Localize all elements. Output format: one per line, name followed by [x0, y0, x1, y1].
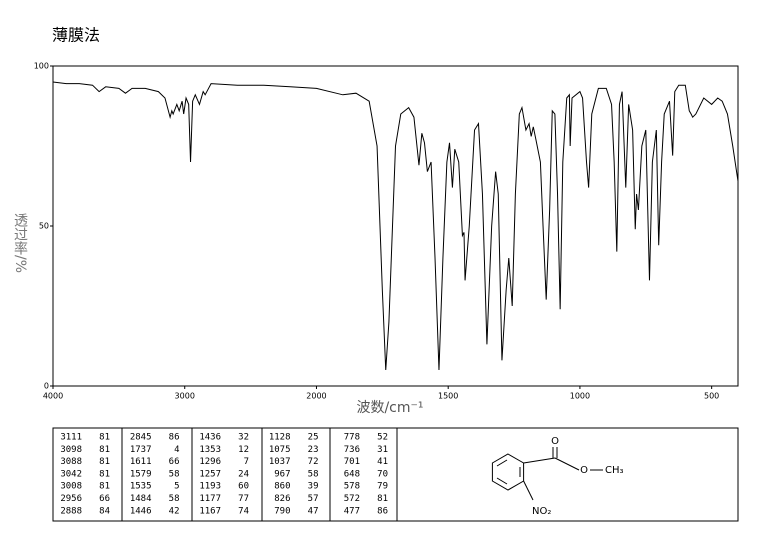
peak-wavenumber: 3042	[60, 469, 82, 479]
x-tick-label: 2000	[306, 392, 326, 401]
x-tick-label: 3000	[175, 392, 195, 401]
atom-label: CH₃	[605, 465, 624, 476]
table-frame	[52, 427, 739, 522]
peak-transmittance: 58	[169, 494, 180, 504]
peak-transmittance: 86	[377, 506, 388, 516]
x-tick-label: 1000	[570, 392, 590, 401]
peak-wavenumber: 1611	[130, 457, 152, 467]
peak-transmittance: 81	[99, 482, 110, 492]
peak-wavenumber: 967	[274, 469, 290, 479]
peak-wavenumber: 1436	[199, 433, 221, 443]
peak-wavenumber: 1167	[199, 506, 221, 516]
peak-transmittance: 58	[169, 469, 180, 479]
peak-transmittance: 81	[377, 494, 388, 504]
peak-transmittance: 66	[99, 494, 110, 504]
peak-wavenumber: 1037	[269, 457, 291, 467]
peak-transmittance: 57	[308, 494, 319, 504]
peak-transmittance: 72	[308, 457, 319, 467]
peak-wavenumber: 578	[344, 482, 360, 492]
peak-transmittance: 86	[169, 433, 180, 443]
peak-wavenumber: 1446	[130, 506, 152, 516]
peak-transmittance: 66	[169, 457, 180, 467]
peak-transmittance: 24	[238, 469, 249, 479]
peak-wavenumber: 648	[344, 469, 360, 479]
y-axis-label: 透过率/%	[12, 213, 28, 273]
peak-transmittance: 32	[238, 433, 249, 443]
peak-transmittance: 81	[99, 457, 110, 467]
title: 薄膜法	[52, 26, 100, 45]
peak-wavenumber: 1579	[130, 469, 152, 479]
peak-wavenumber: 736	[344, 445, 360, 455]
peak-transmittance: 58	[308, 469, 319, 479]
peak-transmittance: 31	[377, 445, 388, 455]
peak-transmittance: 25	[308, 433, 319, 443]
peak-wavenumber: 3098	[60, 445, 82, 455]
peak-wavenumber: 701	[344, 457, 360, 467]
peak-wavenumber: 477	[344, 506, 360, 516]
peak-transmittance: 5	[174, 482, 179, 492]
peak-wavenumber: 1353	[199, 445, 221, 455]
peak-wavenumber: 3008	[60, 482, 82, 492]
peak-transmittance: 12	[238, 445, 249, 455]
peak-wavenumber: 1177	[199, 494, 221, 504]
peak-wavenumber: 2845	[130, 433, 152, 443]
peak-wavenumber: 1296	[199, 457, 221, 467]
peak-transmittance: 74	[238, 506, 249, 516]
peak-transmittance: 41	[377, 457, 388, 467]
peak-transmittance: 47	[308, 506, 319, 516]
peak-transmittance: 23	[308, 445, 319, 455]
peak-wavenumber: 2888	[60, 506, 82, 516]
peak-transmittance: 81	[99, 433, 110, 443]
atom-label: O	[551, 436, 559, 447]
x-tick-label: 4000	[43, 392, 63, 401]
x-tick-label: 1500	[438, 392, 458, 401]
peak-transmittance: 39	[308, 482, 319, 492]
peak-wavenumber: 3111	[60, 433, 82, 443]
peak-transmittance: 4	[174, 445, 179, 455]
peak-transmittance: 77	[238, 494, 249, 504]
x-axis-label: 波数/cm⁻¹	[356, 400, 423, 416]
peak-transmittance: 52	[377, 433, 388, 443]
peak-transmittance: 79	[377, 482, 388, 492]
peak-wavenumber: 572	[344, 494, 360, 504]
atom-label: O	[580, 465, 588, 476]
peak-wavenumber: 1193	[199, 482, 221, 492]
peak-transmittance: 7	[244, 457, 249, 467]
y-tick-label: 0	[44, 382, 49, 391]
atom-label: NO₂	[532, 506, 551, 517]
peak-wavenumber: 1075	[269, 445, 291, 455]
peak-wavenumber: 1737	[130, 445, 152, 455]
peak-wavenumber: 2956	[60, 494, 82, 504]
structure-bonds	[491, 447, 603, 501]
peak-transmittance: 81	[99, 469, 110, 479]
y-tick-label: 100	[34, 62, 49, 71]
peak-transmittance: 81	[99, 445, 110, 455]
peak-wavenumber: 860	[274, 482, 290, 492]
peak-wavenumber: 1535	[130, 482, 152, 492]
y-tick-label: 50	[39, 222, 49, 231]
peak-transmittance: 60	[238, 482, 249, 492]
peak-wavenumber: 778	[344, 433, 360, 443]
peak-transmittance: 42	[169, 506, 180, 516]
peak-wavenumber: 3088	[60, 457, 82, 467]
peak-wavenumber: 790	[274, 506, 290, 516]
peak-transmittance: 84	[99, 506, 110, 516]
peak-wavenumber: 1484	[130, 494, 152, 504]
peak-wavenumber: 826	[274, 494, 290, 504]
table-dividers	[121, 428, 398, 521]
spectrum-line	[52, 81, 739, 371]
peak-wavenumber: 1128	[269, 433, 291, 443]
peak-wavenumber: 1257	[199, 469, 221, 479]
x-tick-label: 500	[704, 392, 719, 401]
peak-transmittance: 70	[377, 469, 388, 479]
